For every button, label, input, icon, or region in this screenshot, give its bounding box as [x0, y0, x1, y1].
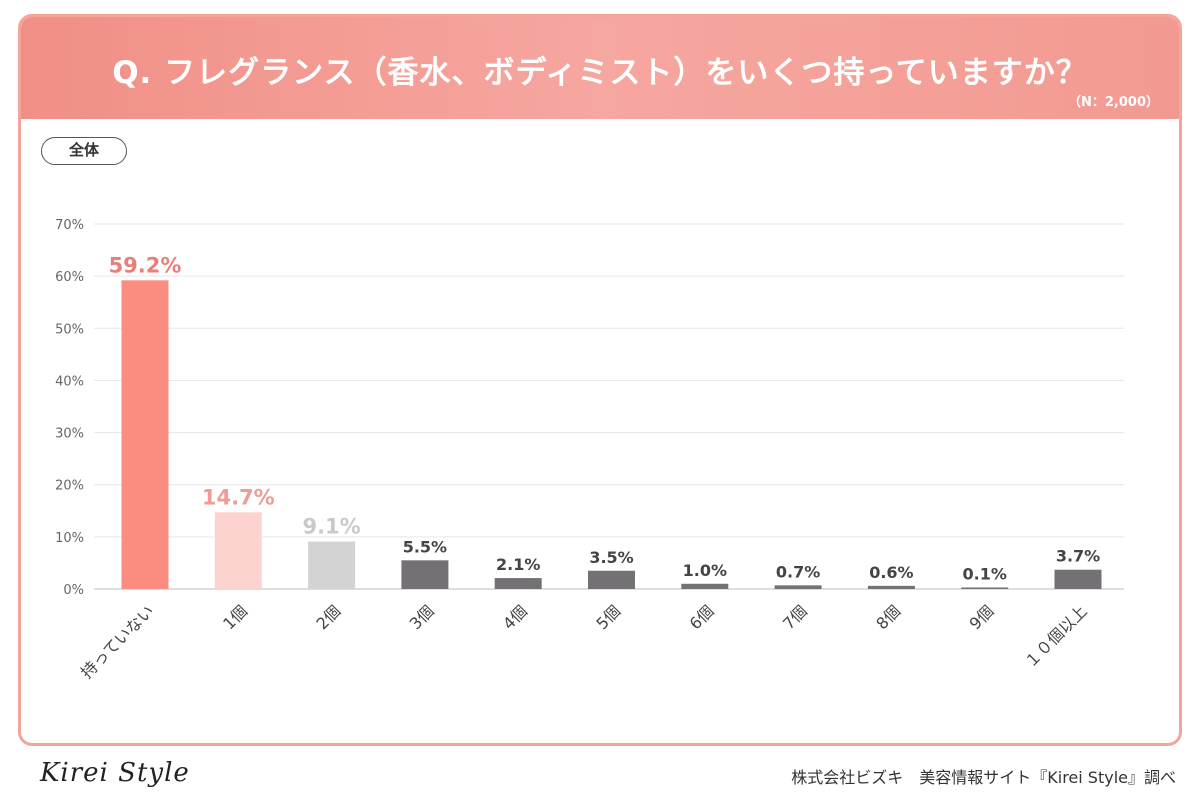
y-tick-label: 40% — [55, 374, 84, 389]
x-tick-label: 7個 — [779, 601, 811, 633]
data-label: 1.0% — [683, 561, 727, 580]
bar — [308, 541, 356, 589]
bar — [494, 578, 542, 589]
data-label: 0.7% — [776, 562, 820, 581]
y-tick-label: 0% — [63, 583, 84, 598]
data-label: 0.6% — [869, 563, 913, 582]
data-label: 9.1% — [302, 515, 360, 539]
x-tick-label: 4個 — [499, 601, 531, 633]
y-tick-label: 70% — [55, 218, 84, 233]
bar — [774, 585, 822, 589]
bar — [121, 280, 169, 589]
y-tick-label: 20% — [55, 479, 84, 494]
footer-credit: 株式会社ビズキ 美容情報サイト『Kirei Style』調べ — [791, 768, 1176, 787]
bar — [401, 560, 449, 589]
x-tick-label: １０個以上 — [1021, 601, 1091, 671]
x-tick-label: 持っていない — [77, 601, 158, 682]
y-tick-label: 50% — [55, 322, 84, 337]
bar — [681, 583, 729, 589]
x-tick-label: 5個 — [592, 601, 624, 633]
bar — [588, 570, 635, 589]
segment-badge: 全体 — [41, 137, 127, 165]
x-tick-label: 6個 — [686, 601, 718, 633]
bar — [214, 512, 262, 589]
data-label: 0.1% — [963, 565, 1007, 584]
sample-size: （N：2,000） — [1067, 95, 1159, 110]
data-label: 14.7% — [202, 485, 275, 509]
data-label: 59.2% — [109, 253, 182, 277]
data-label: 3.5% — [589, 548, 633, 567]
y-tick-label: 30% — [55, 427, 84, 442]
x-tick-label: 1個 — [219, 601, 251, 633]
header-banner: Q. フレグランス（香水、ボディミスト）をいくつ持っていますか？ （N：2,00… — [21, 17, 1179, 119]
bar — [867, 585, 915, 589]
question-title: Q. フレグランス（香水、ボディミスト）をいくつ持っていますか？ — [112, 55, 1088, 91]
bar — [961, 587, 1009, 589]
kirei-style-logo: Kirei Style — [40, 758, 190, 788]
bar — [1054, 569, 1102, 589]
x-tick-label: 3個 — [406, 601, 438, 633]
x-tick-label: 8個 — [872, 601, 904, 633]
x-tick-label: 2個 — [312, 601, 344, 633]
data-label: 3.7% — [1056, 547, 1100, 566]
y-tick-label: 60% — [55, 270, 84, 285]
y-tick-label: 10% — [55, 531, 84, 546]
x-tick-label: 9個 — [966, 601, 998, 633]
data-label: 2.1% — [496, 555, 540, 574]
data-label: 5.5% — [403, 537, 447, 556]
